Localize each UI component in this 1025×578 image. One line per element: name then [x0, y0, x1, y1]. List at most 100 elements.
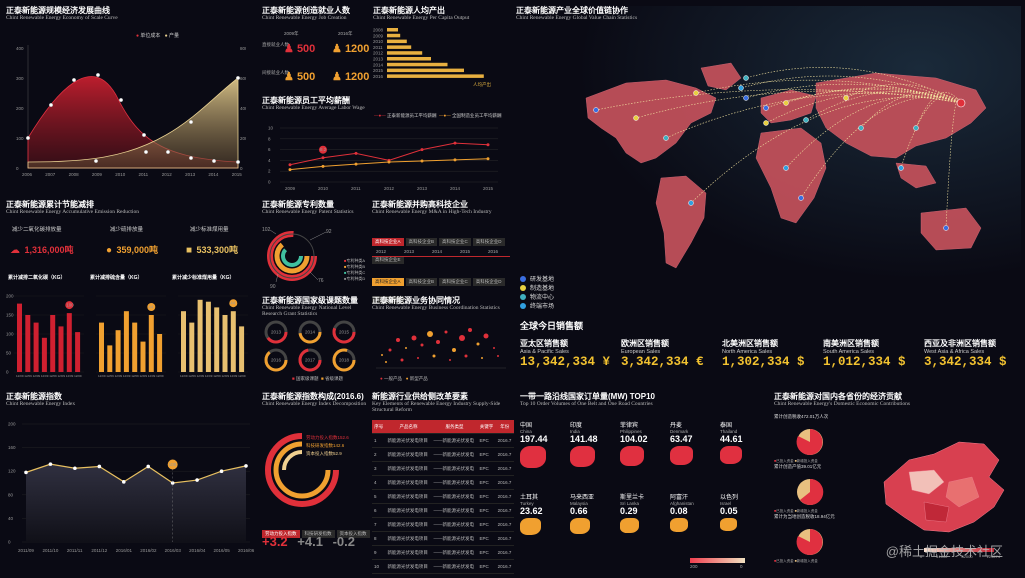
decomposition-panel: 正泰新能源指数构成(2016.6) Chint Renewable Energy… — [262, 392, 372, 572]
table-row[interactable]: 6 新能源光伏发电项目 ——新能源光伏发电 EPC 2016.7 — [372, 503, 514, 518]
table-cell: ——新能源光伏发电 — [431, 447, 478, 462]
x-tick-label: 2015 — [483, 186, 494, 191]
scale-label: 0 — [920, 554, 923, 559]
location-dot — [783, 100, 789, 106]
x-tick-label: 2011 — [351, 186, 361, 191]
country-shape — [570, 518, 590, 534]
emission-bar — [181, 311, 186, 372]
y-tick-label: 2011 — [373, 45, 383, 50]
table-row[interactable]: 3 新能源光伏发电项目 ——新能源光伏发电 EPC 2016.7 — [372, 461, 514, 476]
decomp-tabs: 劳动力投入指数 科技研发指数 资本投入指数 — [262, 522, 372, 540]
y-tick-label: 0 — [268, 180, 271, 185]
mna-company[interactable]: 高科技企业D — [472, 278, 505, 286]
emission-bar — [107, 345, 113, 372]
location-dot — [943, 225, 949, 231]
legend-item: 物流中心 — [530, 295, 555, 301]
timeline-year: 2014 — [432, 249, 443, 254]
tab-labor[interactable]: 劳动力投入指数 — [262, 530, 300, 538]
table-row[interactable]: 10 新能源光伏发电项目 ——新能源光伏发电 EPC 2016.7 — [372, 559, 514, 574]
country-item: 土耳其 Turkey 23.62 — [520, 492, 572, 535]
series-point — [146, 464, 151, 469]
per-capita-bar — [387, 57, 431, 61]
legend-item: 专利种类D — [346, 276, 366, 281]
sales-value: 1,012,334 $ — [823, 355, 906, 369]
patent-label: 76 — [318, 278, 324, 284]
series-point — [453, 141, 457, 145]
legend-item: 正泰新能源员工平均薪酬 — [386, 113, 437, 118]
mna-company[interactable]: 高科技企业E — [372, 296, 404, 304]
person-icon: ♟ — [284, 43, 294, 55]
country-name: 印度 — [570, 423, 583, 429]
y-tick-label: 2010 — [373, 39, 384, 44]
legend-item: 专利种类A — [346, 258, 366, 263]
coord-point — [411, 335, 417, 341]
mna-company[interactable]: 高科技企业B — [405, 238, 438, 246]
mna-company[interactable]: 高科技企业B — [405, 278, 438, 286]
country-value: 197.44 — [520, 434, 548, 444]
table-cell: 新能源光伏发电项目 — [385, 531, 432, 546]
contribution-item: 累计为当地创造税收18.94亿元 ■已投入资金 ■新增投入资金 — [774, 514, 854, 564]
panel-subtitle: Chint Renewable Energy National Level Re… — [262, 305, 352, 317]
country-name: 斯里兰卡 — [620, 495, 645, 501]
mna-company[interactable]: 高科技企业C — [439, 238, 471, 246]
sales-value: 13,342,334 ¥ — [520, 355, 611, 369]
x-tick-label: 2016/06 — [238, 548, 255, 553]
table-row[interactable]: 1 新能源光伏发电项目 ——新能源光伏发电 EPC 2016.7 — [372, 433, 514, 448]
table-row[interactable]: 4 新能源光伏发电项目 ——新能源光伏发电 EPC 2016.7 — [372, 475, 514, 490]
col-header: 产品名称 — [385, 420, 432, 434]
table-row[interactable]: 8 新能源光伏发电项目 ——新能源光伏发电 EPC 2016.7 — [372, 531, 514, 546]
legend-item: 全国制造业员工平均薪酬 — [451, 113, 502, 118]
mna-company[interactable]: 高科技企业C — [439, 278, 471, 286]
patent-label: 102 — [262, 227, 271, 233]
delta-value: +3.2 — [262, 534, 288, 549]
table-cell: ——新能源光伏发电 — [431, 531, 478, 546]
pie-chart — [796, 429, 823, 455]
jobs-panel: 正泰新能源创造就业人数 Chint Renewable Energy Job C… — [262, 6, 372, 91]
tab-rnd[interactable]: 科技研发指数 — [301, 530, 335, 538]
tab-capital[interactable]: 资本投入指数 — [336, 530, 370, 538]
country-value: 141.48 — [570, 434, 598, 444]
y-tick-label: 160 — [8, 445, 16, 450]
sales-panel: 全球今日销售额 亚太区销售额 Asia & Pacific Sales 13,342… — [520, 322, 1020, 377]
country-name-en: Sri Lanka — [620, 501, 640, 506]
country-shape — [520, 446, 546, 468]
table-cell: 2016.7 — [495, 475, 514, 490]
panel-subtitle: Chint Renewable Energy Patent Statistics — [262, 209, 354, 215]
job-value: ♟ 1200 — [332, 71, 370, 83]
y-tick-label: 2013 — [373, 57, 384, 62]
emission-bar — [58, 326, 64, 372]
mna-company[interactable]: 高科技企业D — [472, 238, 505, 246]
country-item: 泰国 Thailand 44.61 — [720, 420, 772, 464]
emission-bar — [99, 322, 104, 372]
series-point — [73, 466, 77, 471]
col-header: 年份 — [495, 420, 514, 434]
table-cell: ——新能源光伏发电 — [431, 461, 478, 476]
table-cell: EPC — [477, 545, 496, 560]
mna-company[interactable]: 高科技企业A — [372, 238, 404, 246]
drop-icon: ● — [106, 245, 113, 256]
x-tick-label: 12/09 — [115, 374, 123, 378]
table-row[interactable]: 5 新能源光伏发电项目 ——新能源光伏发电 EPC 2016.7 — [372, 489, 514, 504]
person-icon: ♟ — [284, 71, 294, 83]
x-tick-label: 2014 — [208, 172, 219, 177]
sales-region-subtitle: European Sales — [621, 349, 661, 355]
table-cell: 8 — [372, 531, 386, 546]
table-cell: 新能源光伏发电项目 — [385, 489, 432, 504]
country-shape — [620, 518, 639, 533]
table-row[interactable]: 2 新能源光伏发电项目 ——新能源光伏发电 EPC 2016.7 — [372, 447, 514, 462]
location-dot — [913, 125, 919, 131]
mna-company[interactable]: 高科技企业A — [372, 278, 404, 286]
x-tick-label: 2006 — [22, 172, 33, 177]
y-tick-label: 0 — [240, 166, 243, 171]
table-row[interactable]: 9 新能源光伏发电项目 ——新能源光伏发电 EPC 2016.7 — [372, 545, 514, 560]
timeline-year: 2015 — [460, 249, 471, 254]
tag-marker — [65, 301, 74, 310]
emission-bar — [189, 322, 195, 372]
table-row[interactable]: 7 新能源光伏发电项目 ——新能源光伏发电 EPC 2016.7 — [372, 517, 514, 532]
coord-point — [497, 355, 499, 357]
mna-company[interactable]: 高科技企业E — [372, 256, 404, 264]
x-tick-label: 2008 — [69, 172, 80, 177]
series-point — [97, 464, 102, 469]
table-cell: EPC — [477, 489, 496, 504]
